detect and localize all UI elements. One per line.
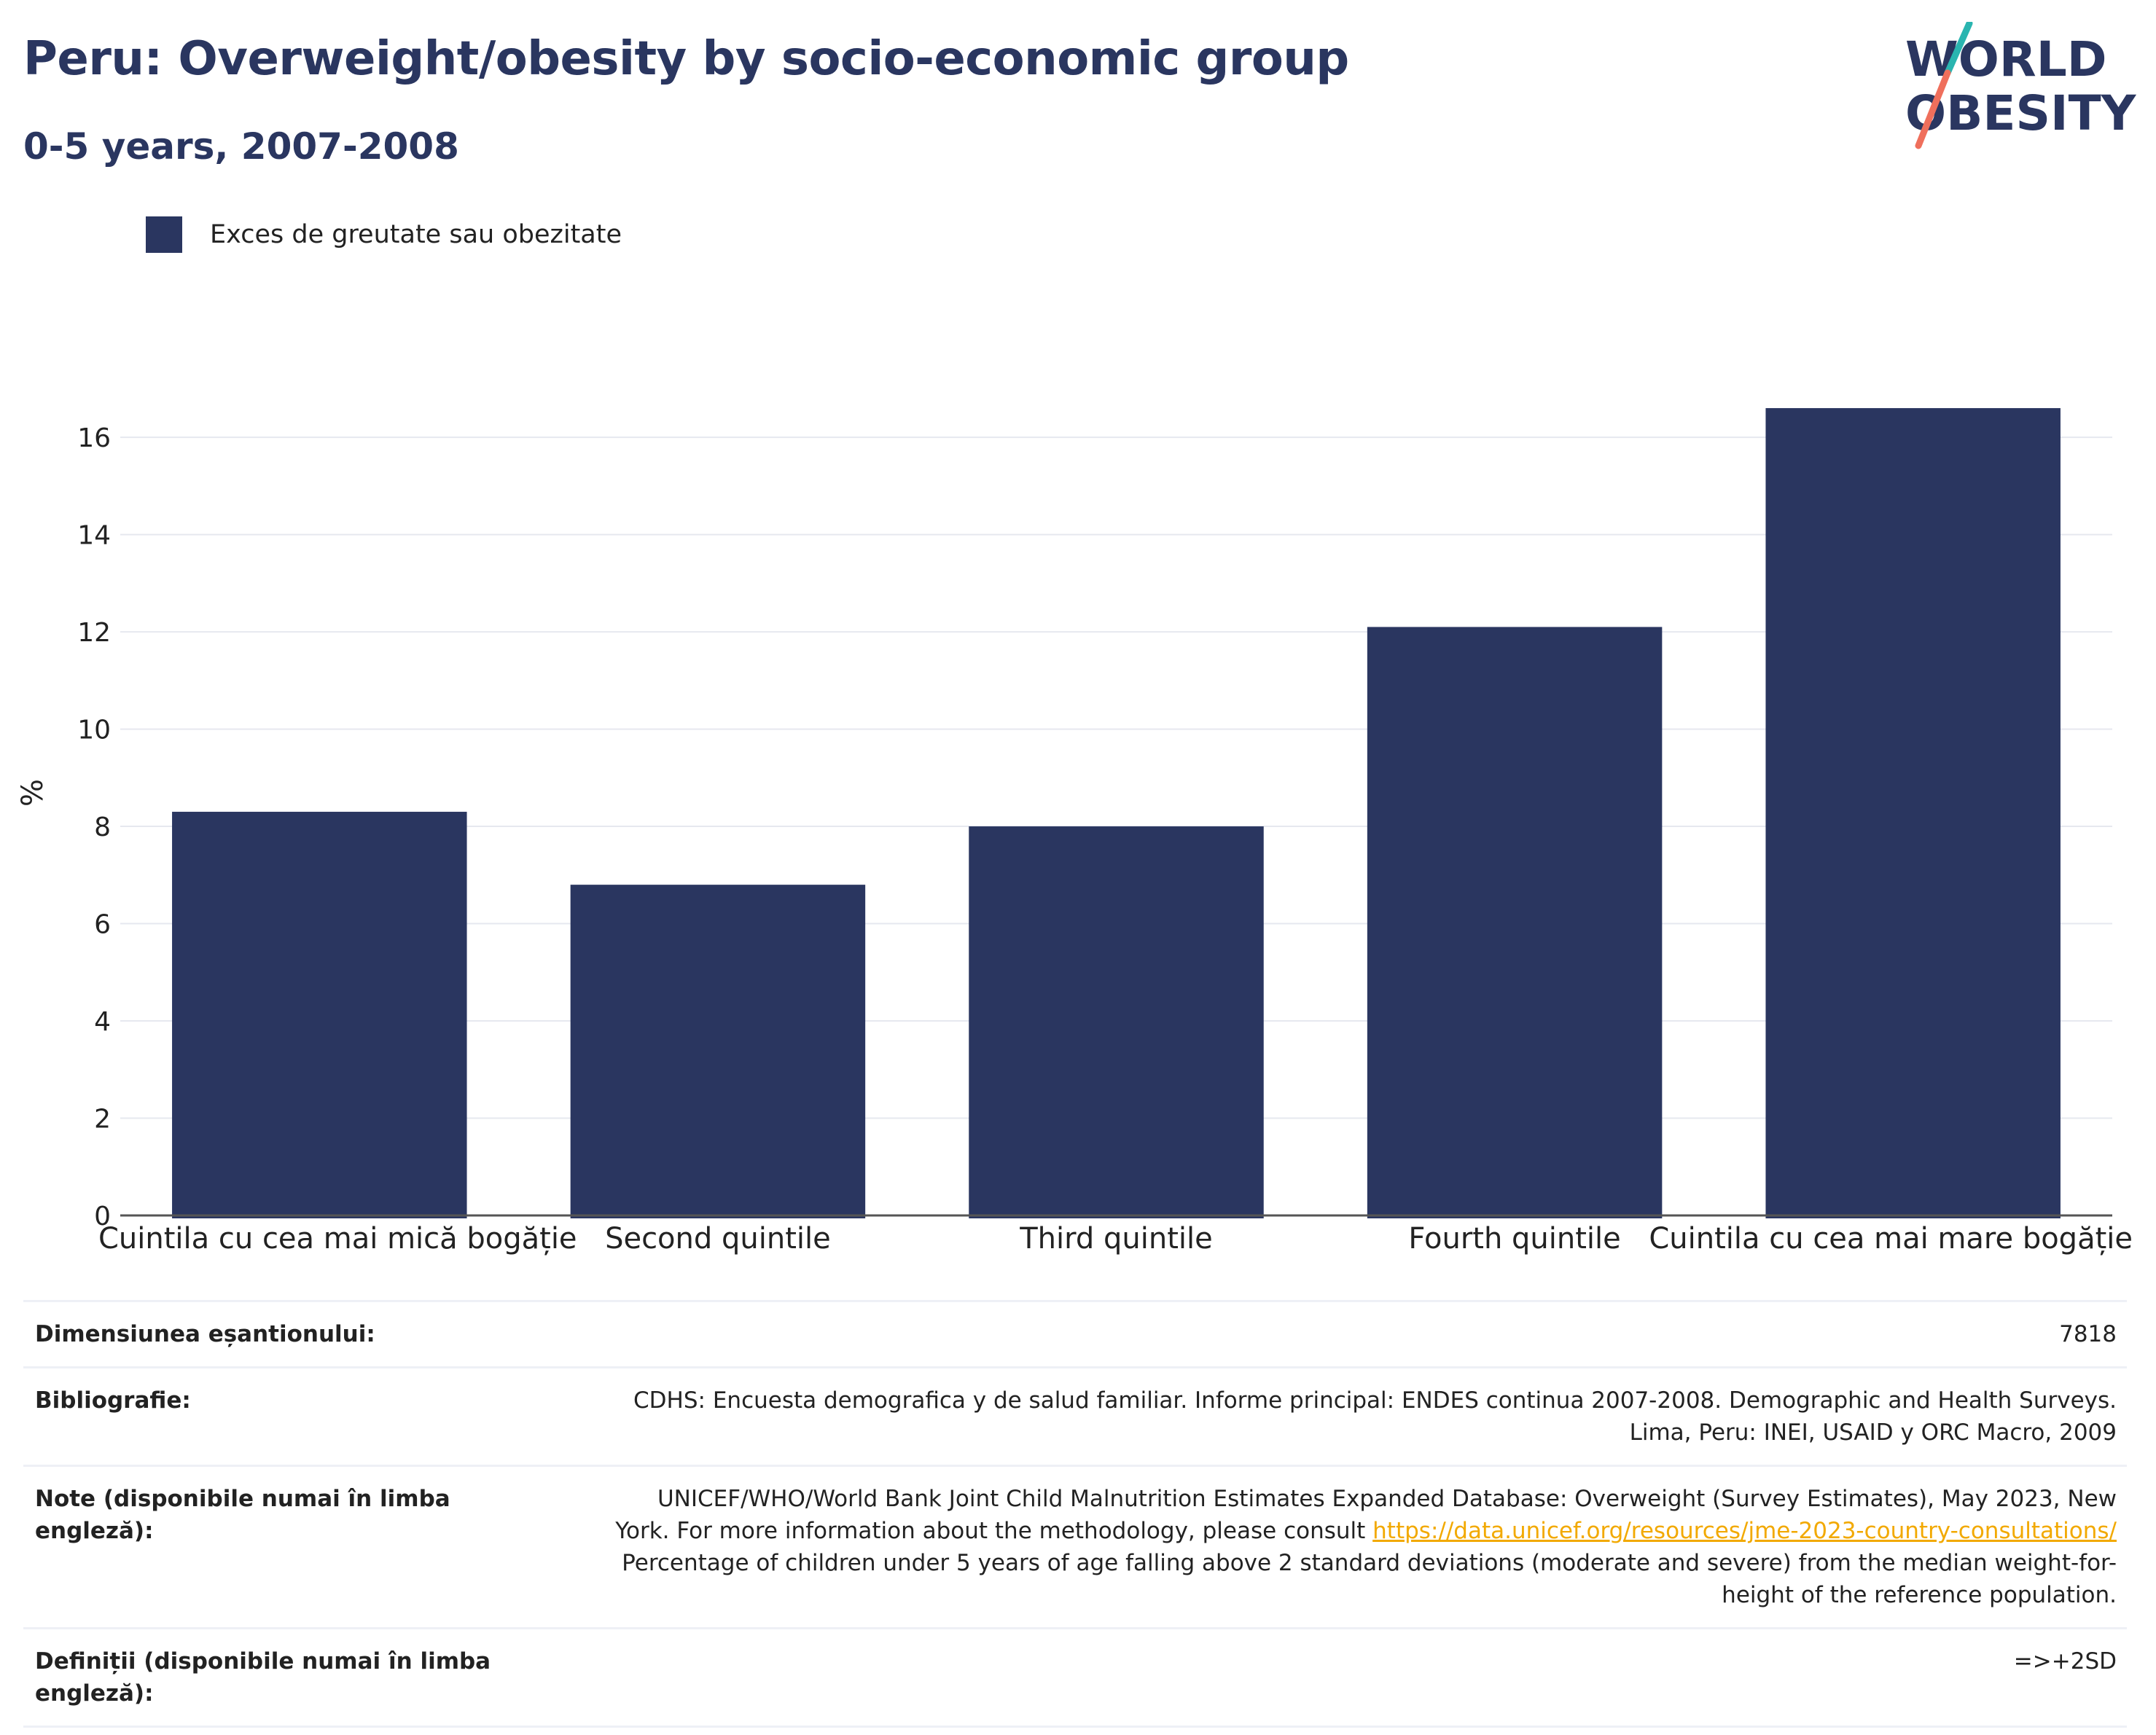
notes-line-4: height of the reference population. <box>1722 1582 2117 1608</box>
y-tick-label: 12 <box>77 618 111 648</box>
info-row-notes: Note (disponibile numai în limba engleză… <box>23 1465 2127 1627</box>
world-obesity-logo: WORLD OBESITY <box>1905 22 2137 149</box>
y-tick-label: 14 <box>77 521 111 551</box>
bar[interactable] <box>1765 408 2061 1218</box>
methodology-link[interactable]: https://data.unicef.org/resources/jme-20… <box>1372 1518 2117 1544</box>
notes-line-2: York. For more information about the met… <box>531 1515 2117 1547</box>
chart-subtitle: 0-5 years, 2007-2008 <box>23 125 459 168</box>
legend-label: Exces de greutate sau obezitate <box>210 220 622 249</box>
sample-size-label: Dimensiunea eșantionului: <box>35 1321 375 1347</box>
info-table: Dimensiunea eșantionului: 7818 Bibliogra… <box>23 1300 2127 1728</box>
notes-line-2-prefix: York. For more information about the met… <box>615 1518 1373 1544</box>
definitions-value: =>+2SD <box>2013 1648 2117 1675</box>
definitions-label: Definiții (disponibile numai în limba en… <box>35 1648 491 1707</box>
bar-chart: 0 2 4 6 8 10 12 14 16 Cuintila cu cea mai mică b… <box>16 408 2133 1256</box>
bar[interactable] <box>172 812 467 1218</box>
legend-swatch <box>146 216 182 253</box>
logo-slash-top <box>1944 22 1973 77</box>
notes-line-1: UNICEF/WHO/World Bank Joint Child Malnut… <box>657 1486 2117 1512</box>
y-tick-label: 6 <box>94 910 111 940</box>
info-row-definitions: Definiții (disponibile numai în limba en… <box>23 1627 2127 1728</box>
bibliography-value: CDHS: Encuesta demografica y de salud fa… <box>531 1385 2117 1449</box>
y-tick-label: 0 <box>94 1202 111 1231</box>
notes-line-3: Percentage of children under 5 years of … <box>622 1550 2117 1576</box>
x-category-label: Cuintila cu cea mai mare bogăție <box>1649 1222 2133 1256</box>
x-axis-labels: Cuintila cu cea mai mică bogăție Second q… <box>98 1222 2133 1256</box>
y-axis-label: % <box>16 779 50 807</box>
logo-word-obesity: OBESITY <box>1905 85 2137 141</box>
y-tick-label: 4 <box>94 1007 111 1037</box>
notes-label: Note (disponibile numai în limba engleză… <box>35 1486 450 1544</box>
y-tick-label: 16 <box>77 423 111 453</box>
y-axis-ticks: 0 2 4 6 8 10 12 14 16 <box>77 423 111 1231</box>
logo-word-world: WORLD <box>1905 31 2107 87</box>
bar[interactable] <box>969 826 1264 1218</box>
y-tick-label: 10 <box>77 716 111 745</box>
notes-value: UNICEF/WHO/World Bank Joint Child Malnut… <box>531 1483 2117 1611</box>
logo-slash-bottom <box>1915 69 1951 149</box>
y-tick-label: 2 <box>94 1105 111 1135</box>
bibliography-label: Bibliografie: <box>35 1387 191 1414</box>
sample-size-value: 7818 <box>2059 1321 2117 1347</box>
info-row-sample-size: Dimensiunea eșantionului: 7818 <box>23 1300 2127 1366</box>
bibliography-line-1: CDHS: Encuesta demografica y de salud fa… <box>633 1387 2117 1414</box>
bar[interactable] <box>1367 627 1663 1218</box>
x-category-label: Second quintile <box>605 1222 831 1256</box>
chart-legend[interactable]: Exces de greutate sau obezitate <box>146 216 622 254</box>
x-category-label: Cuintila cu cea mai mică bogăție <box>98 1222 577 1256</box>
info-row-bibliography: Bibliografie: CDHS: Encuesta demografica… <box>23 1366 2127 1465</box>
y-tick-label: 8 <box>94 812 111 842</box>
bar[interactable] <box>570 885 866 1218</box>
x-category-label: Fourth quintile <box>1408 1222 1620 1256</box>
bibliography-line-2: Lima, Peru: INEI, USAID y ORC Macro, 200… <box>1629 1419 2117 1446</box>
x-category-label: Third quintile <box>1019 1222 1212 1256</box>
chart-title: Peru: Overweight/obesity by socio-econom… <box>23 32 1349 86</box>
bars <box>172 408 2061 1218</box>
